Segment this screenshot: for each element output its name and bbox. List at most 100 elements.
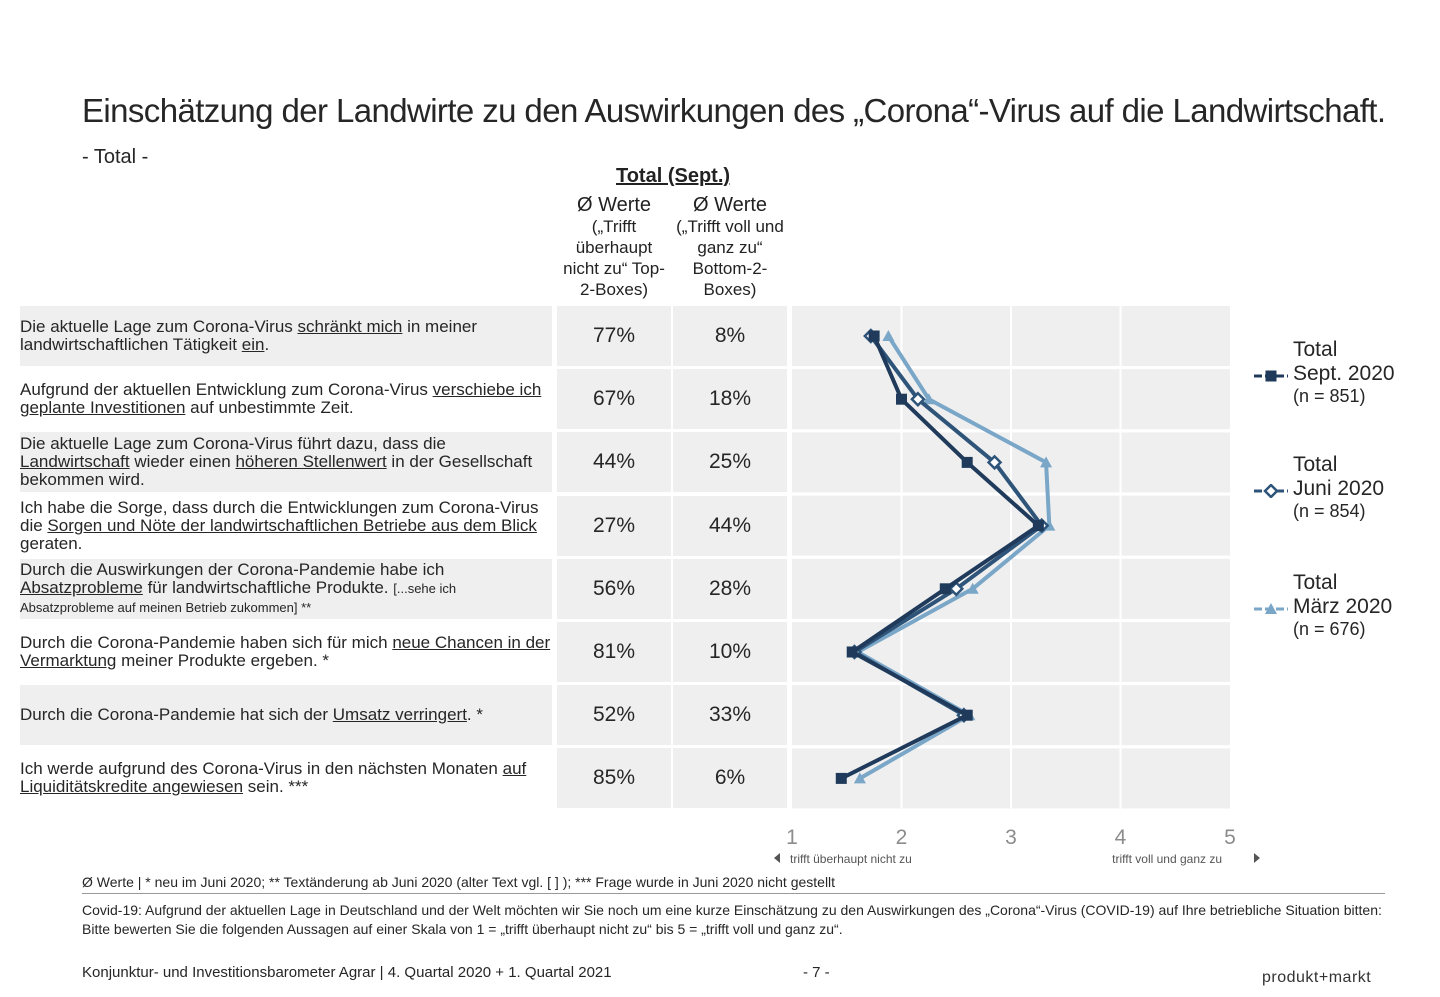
data-point-square (846, 646, 858, 658)
legend-swatch (1254, 484, 1288, 498)
data-point-square (1032, 520, 1044, 532)
brand-logo: produkt+markt (1262, 969, 1372, 986)
bottom2-value: 18% (673, 369, 787, 430)
legend-sample-size: (n = 854) (1293, 501, 1366, 521)
statement-pre: Aufgrund der aktuellen Entwicklung zum C… (20, 380, 433, 400)
top2-value: 27% (557, 495, 671, 556)
row-background (20, 495, 552, 556)
x-axis-left-label: trifft überhaupt nicht zu (790, 852, 912, 866)
data-point-triangle (1265, 603, 1277, 614)
x-axis: 1 2 3 4 5 trifft überhaupt nicht zu trifft vol… (774, 826, 1260, 866)
statement-mid: meiner Produkte ergeben. * (116, 651, 330, 670)
top2-value: 81% (557, 622, 671, 682)
legend-label-line2: Sept. 2020 (1293, 362, 1395, 385)
statement-pre: Durch die Corona-Pandemie haben sich für… (20, 633, 393, 652)
column-header-bottom2-sub: („Trifft voll und ganz zu“ Bottom-2-Boxe… (676, 217, 784, 299)
x-tick-label: 5 (1224, 826, 1236, 849)
legend-entry: Total März 2020 (n = 676) (1293, 571, 1392, 640)
statement-mid: in meiner landwirtschaftlichen Tätigkeit (20, 317, 478, 354)
page-number: - 7 - (803, 964, 830, 981)
top2-value: 85% (557, 748, 671, 809)
x-tick-label: 4 (1115, 826, 1127, 849)
column-header-top2-title: Ø Werte (576, 194, 652, 216)
legend-entry: Total Juni 2020 (n = 854) (1293, 453, 1384, 522)
top2-value: 52% (557, 685, 671, 746)
data-point-diamond (1263, 484, 1279, 498)
legend-swatch (1254, 370, 1288, 382)
statement-u1: verschiebe ich geplante Investitionen (20, 380, 542, 418)
data-point-triangle (1040, 456, 1053, 468)
page-subtitle: - Total - (82, 146, 149, 168)
data-point-triangle (882, 330, 895, 341)
statement-u1: Absatzprobleme (20, 577, 143, 597)
statement-pre: Ich habe die Sorge, dass durch die Entwi… (20, 497, 539, 535)
statement-u1: Umsatz verringert (332, 705, 467, 725)
line-chart (792, 305, 1230, 811)
bottom2-value: 44% (673, 495, 787, 556)
top2-value: 67% (557, 369, 671, 430)
statement-post: . (264, 335, 270, 354)
row-background (20, 558, 552, 619)
statement-mid: geraten. (20, 533, 83, 553)
data-point-diamond (910, 391, 926, 407)
legend-sample-size: (n = 676) (1293, 619, 1366, 639)
bottom2-value: 25% (673, 432, 787, 493)
data-point-triangle (922, 393, 935, 405)
table-group-header: Total (Sept.) (615, 165, 731, 187)
statement-text: Ich habe die Sorge, dass durch die Entwi… (20, 497, 552, 553)
legend-entry: Total Sept. 2020 (n = 851) (1293, 338, 1395, 407)
data-point-triangle (853, 772, 866, 784)
statement-old-text: [...sehe ich Absatzprobleme auf meinen B… (20, 580, 457, 615)
bottom2-value: 33% (673, 685, 787, 746)
bottom2-value: 10% (673, 622, 787, 682)
top2-value: 56% (557, 558, 671, 619)
statement-mid: für landwirtschaftliche Produkte. (142, 577, 394, 597)
top2-value: 77% (557, 306, 671, 366)
data-point-square (1265, 370, 1277, 382)
statement-u1: auf Liquiditätskredite angewiesen (20, 759, 527, 797)
x-tick-label: 1 (786, 826, 798, 849)
legend-label-line1: Total (1293, 453, 1338, 476)
legend-label-line2: März 2020 (1293, 595, 1393, 618)
data-point-square (961, 709, 973, 721)
x-tick-label: 2 (896, 826, 908, 849)
statement-post: in der Gesellschaft bekommen wird. (20, 452, 533, 490)
legend-label-line2: Juni 2020 (1293, 477, 1385, 500)
statement-pre: Die aktuelle Lage zum Corona-Virus (20, 317, 298, 336)
row-background (20, 369, 552, 430)
data-point-triangle (966, 582, 979, 594)
data-point-square (835, 772, 847, 784)
statement-text: Durch die Corona-Pandemie hat sich der U… (20, 706, 552, 724)
statement-pre: Ich werde aufgrund des Corona-Virus in d… (20, 759, 503, 779)
top2-value: 44% (557, 432, 671, 493)
right-arrow-icon (1254, 853, 1260, 863)
statement-mid: wieder einen (129, 452, 236, 472)
left-arrow-icon (774, 853, 780, 863)
statement-text: Durch die Corona-Pandemie haben sich für… (20, 634, 552, 670)
row-background (20, 622, 552, 682)
data-point-diamond (986, 454, 1003, 471)
statement-pre: Durch die Auswirkungen der Corona-Pandem… (20, 559, 445, 579)
legend-label-line1: Total (1293, 338, 1338, 361)
statement-text: Die aktuelle Lage zum Corona-Virus führt… (20, 435, 552, 489)
data-point-square (868, 330, 880, 342)
statement-pre: Die aktuelle Lage zum Corona-Virus führt… (20, 434, 446, 454)
statement-text: Durch die Auswirkungen der Corona-Pandem… (20, 559, 552, 617)
legend-label-line1: Total (1293, 571, 1338, 594)
bottom2-value: 8% (673, 306, 787, 366)
separator-line (82, 893, 1385, 894)
statement-u1: neue Chancen in der Vermarktung (20, 633, 551, 670)
footer-source: Konjunktur- und Investitionsbarometer Ag… (82, 964, 612, 981)
covid-note: Covid-19: Aufgrund der aktuellen Lage in… (82, 902, 1382, 937)
x-axis-right-label: trifft voll und ganz zu (1112, 852, 1222, 866)
footnote: Ø Werte | * neu im Juni 2020; ** Textänd… (82, 874, 836, 890)
column-header-top2: Ø Werte („Trifft überhaupt nicht zu“ Top… (557, 194, 671, 300)
statement-u1: schränkt mich (297, 317, 403, 336)
x-tick-label: 3 (1005, 826, 1017, 849)
bottom2-value: 28% (673, 558, 787, 619)
page-title: Einschätzung der Landwirte zu den Auswir… (82, 92, 1386, 129)
row-background (20, 432, 552, 493)
statement-mid: . * (466, 705, 483, 725)
statement-u2: ein (241, 335, 265, 354)
column-header-bottom2: Ø Werte („Trifft voll und ganz zu“ Botto… (673, 194, 787, 300)
